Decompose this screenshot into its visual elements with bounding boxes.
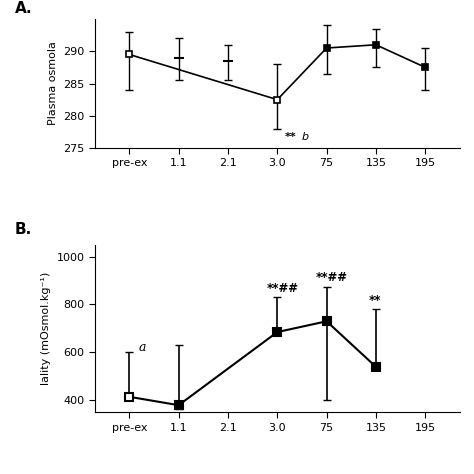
Y-axis label: lality (mOsmol.kg⁻¹): lality (mOsmol.kg⁻¹) (41, 272, 51, 385)
Text: b: b (302, 132, 309, 142)
Text: **: ** (368, 294, 381, 307)
Text: **##: **## (316, 271, 348, 284)
Text: **: ** (285, 132, 296, 142)
Text: **##: **## (266, 282, 299, 295)
Y-axis label: Plasma osmola: Plasma osmola (47, 42, 57, 126)
Text: a: a (138, 341, 146, 354)
Text: A.: A. (15, 0, 32, 16)
Text: B.: B. (15, 222, 32, 237)
